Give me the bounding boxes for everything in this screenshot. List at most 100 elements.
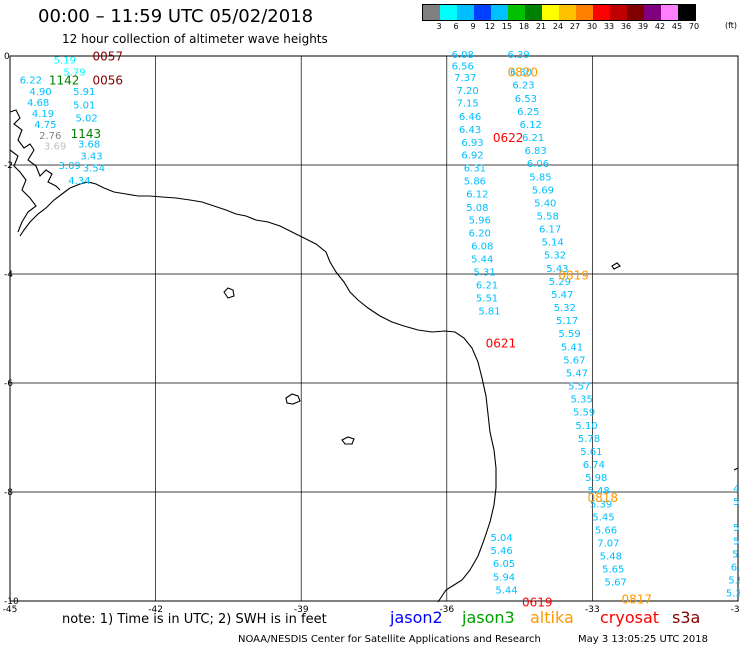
pass-label: 0622	[493, 131, 524, 145]
swh-value: 5.08	[466, 203, 488, 214]
legend-label: 70	[688, 22, 700, 31]
swh-value: 5.46	[490, 546, 512, 557]
lat-tick-label: -4	[4, 270, 13, 280]
swh-value: 6.56	[452, 62, 474, 73]
swh-value: 5.14	[541, 238, 563, 249]
island-2	[285, 393, 301, 405]
pass-label: 0621	[486, 337, 517, 351]
legend-label: 3	[436, 22, 442, 31]
swh-value: 5.41	[561, 342, 583, 353]
legend-label: 9	[470, 22, 476, 31]
swh-value: 5.86	[464, 177, 486, 188]
swh-value: 5.58	[537, 212, 559, 223]
legend-swatch	[610, 5, 627, 20]
swh-value: 5.59	[573, 408, 595, 419]
legend-swatch	[491, 5, 508, 20]
swh-value: 5.59	[558, 329, 580, 340]
legend-label: 45	[671, 22, 683, 31]
swh-value: 6.30	[510, 68, 532, 79]
swh-value: 7.15	[457, 99, 479, 110]
island-4	[611, 262, 621, 270]
swh-value: 5.01	[73, 100, 95, 111]
swh-value: 6.23	[512, 81, 534, 92]
swh-value: 4.9	[733, 484, 740, 495]
pass-label: 0817	[622, 593, 653, 607]
swh-value: 5.29	[549, 277, 571, 288]
legend-swatch	[440, 5, 457, 20]
legend-swatch	[576, 5, 593, 20]
swh-value: 5.94	[493, 572, 515, 583]
swh-value: 5.48	[600, 552, 622, 563]
swh-value: 5.36	[732, 549, 740, 560]
mission-cryosat: cryosat	[600, 608, 660, 627]
lat-tick-label: -6	[4, 379, 13, 389]
swh-value: 5.31	[726, 589, 740, 600]
legend-swatch	[423, 5, 440, 20]
legend-label: 39	[637, 22, 649, 31]
swh-value: 5.02	[76, 113, 98, 124]
swh-value: 6.17	[539, 225, 561, 236]
swh-value: 3.43	[80, 152, 102, 163]
lon-tick-label: -45	[3, 605, 18, 615]
legend-label: 24	[552, 22, 564, 31]
pass-label: 1143	[71, 127, 102, 141]
lon-tick-label: -39	[294, 605, 309, 615]
swh-value: 4.19	[32, 109, 54, 120]
swh-value: 6.08	[471, 241, 493, 252]
swh-value: 5.17	[556, 316, 578, 327]
legend-label: 42	[654, 22, 666, 31]
swh-value: 5.95	[728, 576, 740, 587]
swh-value: 6.22	[20, 75, 42, 86]
pass-label: 0818	[588, 491, 619, 505]
swh-value: 5.40	[534, 198, 556, 209]
swh-value: 5.32	[544, 251, 566, 262]
swh-value: 6.43	[459, 125, 481, 136]
legend-swatch	[644, 5, 661, 20]
pass-label: 0057	[93, 49, 124, 63]
swh-value: 4.34	[68, 176, 90, 187]
swh-value: 7.37	[454, 73, 476, 84]
swh-value: 6.83	[524, 146, 546, 157]
lon-tick-label: -33	[585, 605, 600, 615]
swh-value: 5.04	[490, 533, 512, 544]
legend-label: 6	[453, 22, 459, 31]
swh-value: 5.44	[471, 255, 493, 266]
swh-value: 4.68	[27, 98, 49, 109]
swh-value: 6.46	[459, 112, 481, 123]
swh-value: 5.8	[733, 497, 740, 508]
coastline	[9, 109, 739, 603]
mission-jason3: jason3	[462, 608, 515, 627]
lat-tick-label: -10	[4, 597, 19, 607]
swh-value: 6.21	[522, 133, 544, 144]
lon-tick-label: -30	[731, 605, 740, 615]
generated-timestamp: May 3 13:05:25 UTC 2018	[578, 634, 708, 645]
swh-value: 6.12	[520, 120, 542, 131]
swh-value: 5.96	[469, 215, 491, 226]
legend-label: 12	[484, 22, 496, 31]
swh-value: 6.74	[583, 460, 605, 471]
legend-swatch	[559, 5, 576, 20]
swh-value: 5.69	[532, 185, 554, 196]
swh-value: 5.91	[73, 87, 95, 98]
swh-value: 5.19	[54, 56, 76, 67]
legend-label: 18	[518, 22, 530, 31]
swh-value: 5.47	[551, 290, 573, 301]
swh-value: 6.21	[476, 281, 498, 292]
swh-value: 5.45	[592, 512, 614, 523]
footer-note: note: 1) Time is in UTC; 2) SWH is in fe…	[62, 612, 327, 627]
legend-label: 36	[620, 22, 632, 31]
swh-value: 5.32	[554, 303, 576, 314]
swh-value: 3.09	[59, 161, 81, 172]
swh-value: 5.85	[529, 172, 551, 183]
legend-swatch	[678, 5, 695, 20]
swh-value: 5.66	[595, 525, 617, 536]
grid-lines	[10, 56, 738, 601]
swh-value: 6.93	[461, 138, 483, 149]
swh-value: 5.44	[495, 585, 517, 596]
swh-value: 6.53	[515, 94, 537, 105]
coastline-brazil	[19, 181, 497, 603]
pass-label: 0056	[93, 73, 124, 87]
swh-value: 5.35	[571, 395, 593, 406]
swh-value: 5.39	[590, 499, 612, 510]
